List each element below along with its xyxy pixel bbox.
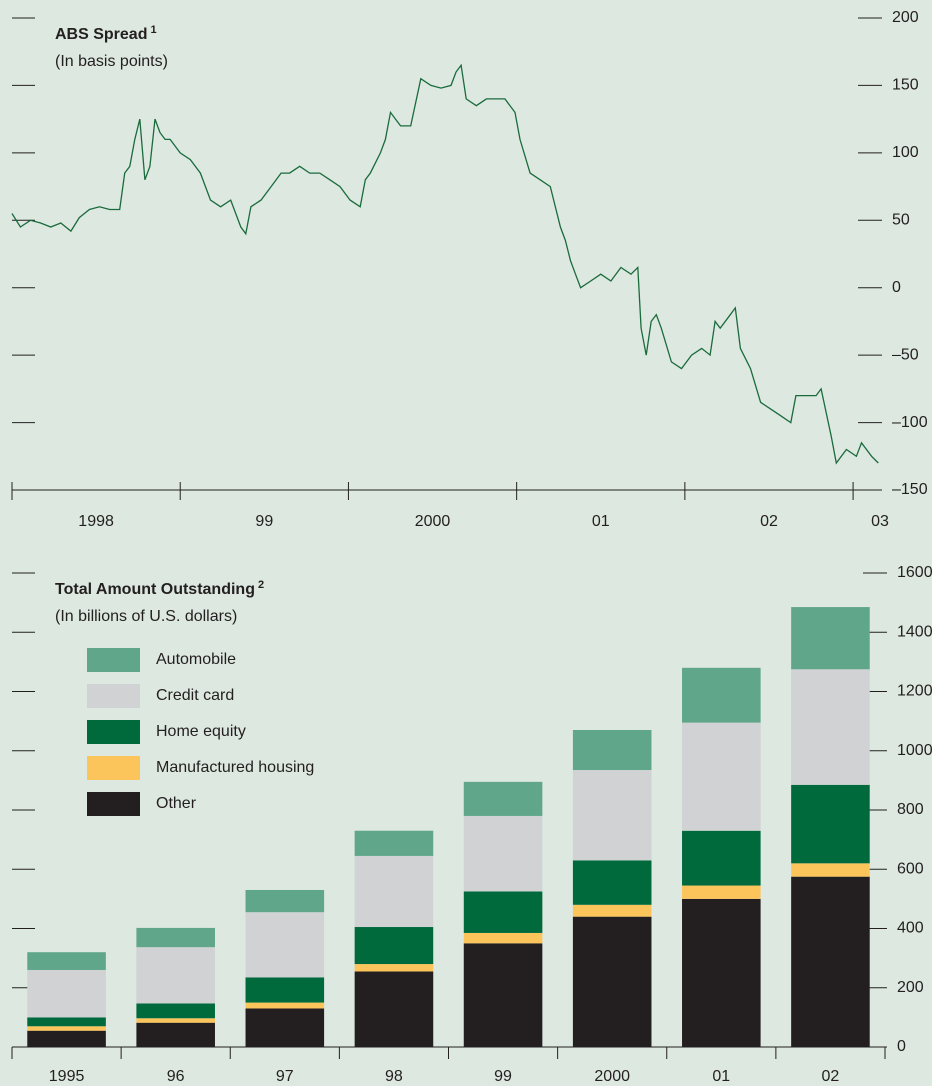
y-tick-label: 0 (897, 1038, 906, 1055)
x-tick-label: 99 (255, 513, 273, 530)
x-tick-label: 01 (712, 1068, 730, 1085)
bar-segment (572, 916, 652, 1047)
y-tick-label: 200 (892, 9, 919, 26)
y-tick-label: 600 (897, 860, 924, 877)
x-tick-label: 01 (592, 513, 610, 530)
bar-segment (136, 1022, 215, 1047)
x-tick-label: 02 (760, 513, 778, 530)
y-tick-label: –50 (892, 346, 919, 363)
bar-segment (27, 1017, 106, 1027)
bar-segment (791, 784, 870, 864)
y-tick-label: 150 (892, 77, 919, 94)
spread-line (11, 63, 879, 465)
x-tick-label: 02 (822, 1068, 840, 1085)
legend-swatch (87, 756, 140, 780)
y-tick-label: 100 (892, 144, 919, 161)
bar-segment (136, 947, 215, 1004)
bar-segment (572, 770, 652, 861)
bar-segment (682, 830, 761, 886)
y-tick-label: 1400 (897, 623, 932, 640)
legend-label: Other (156, 795, 197, 812)
y-tick-label: 0 (892, 279, 901, 296)
legend-swatch (87, 648, 140, 672)
bar-segment (791, 669, 870, 785)
y-tick-label: 200 (897, 979, 924, 996)
bar-segment (682, 898, 761, 1047)
y-tick-label: –100 (892, 414, 928, 431)
bar-segment (463, 891, 543, 933)
chart-subtitle: (In billions of U.S. dollars) (55, 608, 237, 625)
legend-swatch (87, 792, 140, 816)
legend-swatch (87, 720, 140, 744)
x-tick-label: 1995 (49, 1068, 85, 1085)
bar-segment (463, 932, 543, 944)
y-tick-label: –150 (892, 481, 928, 498)
bar-segment (572, 730, 652, 771)
bar-segment (791, 607, 870, 670)
bar-segment (791, 863, 870, 877)
bar-segment (27, 969, 106, 1018)
x-tick-label: 99 (494, 1068, 512, 1085)
bar-segment (245, 977, 325, 1003)
title-note: 2 (258, 579, 264, 591)
bar-segment (27, 1030, 106, 1047)
bar-segment (791, 876, 870, 1047)
y-tick-label: 50 (892, 212, 910, 229)
legend-label: Automobile (156, 651, 236, 668)
bar-segment (245, 1008, 325, 1047)
bar-segment (136, 1003, 215, 1019)
bar-segment (682, 722, 761, 831)
bar-segment (354, 927, 434, 965)
x-tick-label: 97 (276, 1068, 294, 1085)
bar-segment (27, 1026, 106, 1031)
x-tick-label: 2000 (415, 513, 451, 530)
bar-segment (572, 904, 652, 917)
y-tick-label: 800 (897, 801, 924, 818)
x-tick-label: 1998 (78, 513, 114, 530)
bar-segment (354, 971, 434, 1047)
bar-segment (463, 781, 543, 816)
y-tick-label: 400 (897, 920, 924, 937)
bar-segment (245, 889, 325, 913)
bar-segment (245, 1002, 325, 1009)
chart-subtitle: (In basis points) (55, 53, 168, 70)
y-tick-label: 1000 (897, 742, 932, 759)
bar-segment (463, 943, 543, 1047)
x-tick-label: 03 (871, 513, 889, 530)
bar-segment (27, 952, 106, 970)
bar-segment (463, 815, 543, 892)
bar-segment (682, 667, 761, 723)
legend-label: Credit card (156, 687, 234, 704)
x-tick-label: 96 (167, 1068, 185, 1085)
bar-segment (245, 912, 325, 978)
y-tick-label: 1200 (897, 683, 932, 700)
bar-segment (354, 855, 434, 928)
title-note: 1 (150, 24, 156, 36)
x-tick-label: 2000 (594, 1068, 630, 1085)
bar-segment (354, 830, 434, 856)
bar-segment (136, 927, 215, 948)
bar-segment (136, 1018, 215, 1023)
y-tick-label: 1600 (897, 564, 932, 581)
legend-label: Manufactured housing (156, 759, 314, 776)
bar-segment (572, 860, 652, 905)
bar-segment (354, 964, 434, 972)
x-tick-label: 98 (385, 1068, 403, 1085)
legend-label: Home equity (156, 723, 246, 740)
legend-swatch (87, 684, 140, 708)
chart-title: ABS Spread (55, 26, 147, 43)
bar-segment (682, 885, 761, 899)
chart-title: Total Amount Outstanding (55, 581, 255, 598)
